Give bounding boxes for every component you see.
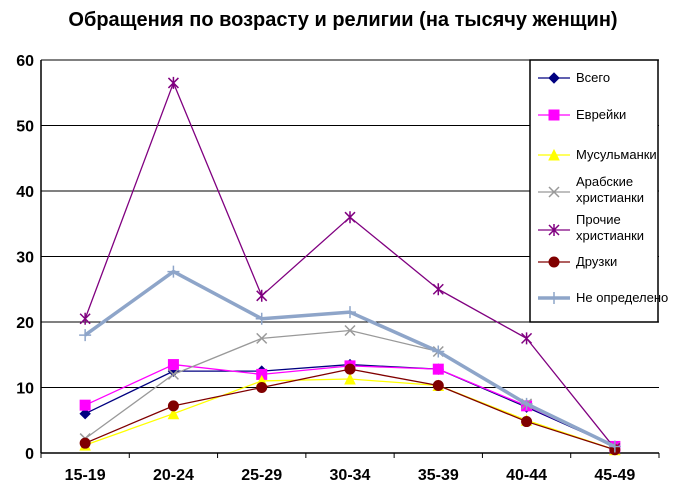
data-point-6-3	[344, 306, 356, 319]
x-tick-label-25-29: 25-29	[241, 467, 282, 484]
y-tick-label-0: 0	[25, 446, 34, 463]
y-tick-label-50: 50	[16, 119, 34, 136]
data-point-3-1	[167, 368, 179, 380]
y-tick-label-40: 40	[16, 184, 34, 201]
y-tick-label-20: 20	[16, 315, 34, 332]
series-line-3	[84, 329, 616, 449]
data-point-5-2	[256, 382, 268, 393]
legend-marker-0	[548, 72, 560, 84]
x-tick-label-45-49: 45-49	[594, 467, 635, 484]
legend-marker-1	[548, 109, 560, 121]
data-point-1-4	[432, 363, 444, 375]
data-point-4-5	[521, 332, 533, 345]
data-point-2-3	[344, 372, 356, 385]
grid	[41, 59, 659, 388]
legend-label-4-1: христианки	[576, 228, 644, 243]
data-point-3-3	[344, 324, 356, 337]
data-point-3-2	[256, 332, 268, 344]
legend: ВсегоЕврейкиМусульманкиАрабскиехристианк…	[529, 59, 668, 323]
legend-label-4-0: Прочие	[576, 212, 621, 227]
legend-label-1-0: Еврейки	[576, 107, 626, 122]
legend-marker-6	[548, 292, 560, 304]
legend-marker-4	[548, 224, 560, 236]
legend-marker-2	[548, 148, 560, 161]
y-tick-label-10: 10	[16, 381, 34, 398]
legend-marker-5	[548, 256, 560, 268]
data-point-1-0	[79, 399, 91, 411]
series-line-2	[84, 378, 616, 451]
axes: 0 10 20 30 40 50 60 15-19 20-24 25-29 30-34 35-39 40…	[16, 53, 660, 484]
legend-label-3-0: Арабские	[576, 174, 633, 189]
data-point-2-1	[167, 407, 180, 420]
data-point-4-2	[256, 289, 268, 302]
legend-marker-3	[548, 186, 560, 198]
data-point-4-0	[79, 312, 91, 325]
series-5	[79, 363, 621, 456]
y-tick-label-60: 60	[16, 53, 34, 70]
legend-label-5-0: Друзки	[576, 254, 617, 269]
series-6	[79, 265, 621, 453]
legend-label-3-1: христианки	[576, 190, 644, 205]
data-point-6-1	[167, 265, 180, 278]
data-point-0-0	[79, 407, 91, 420]
series-layer	[79, 76, 621, 456]
x-tick-label-20-24: 20-24	[153, 467, 194, 484]
data-point-1-1	[167, 359, 179, 371]
legend-label-2-0: Мусульманки	[576, 147, 657, 162]
series-2	[79, 372, 621, 456]
chart-title: Обращения по возрасту и религии (на тыся…	[68, 9, 617, 31]
x-tick-label-15-19: 15-19	[65, 467, 106, 484]
data-point-6-5	[520, 397, 533, 410]
series-3	[79, 324, 621, 454]
data-point-5-3	[344, 363, 356, 375]
x-tick-label-30-34: 30-34	[330, 467, 371, 484]
legend-box	[529, 59, 659, 323]
data-point-4-4	[432, 283, 444, 296]
data-point-5-0	[79, 437, 91, 449]
data-point-5-1	[167, 400, 179, 412]
data-point-6-4	[432, 345, 445, 358]
data-point-6-6	[608, 440, 621, 453]
data-point-4-3	[344, 211, 356, 224]
data-point-6-2	[255, 312, 268, 325]
data-point-4-1	[167, 76, 179, 89]
data-point-6-0	[79, 329, 92, 342]
x-tick-label-40-44: 40-44	[506, 467, 547, 484]
data-point-5-4	[432, 380, 444, 392]
x-tick-label-35-39: 35-39	[418, 467, 459, 484]
legend-label-0-0: Всего	[576, 70, 610, 85]
data-point-5-5	[521, 416, 533, 428]
y-tick-label-30: 30	[16, 250, 34, 267]
legend-label-6-0: Не определено	[576, 290, 668, 305]
